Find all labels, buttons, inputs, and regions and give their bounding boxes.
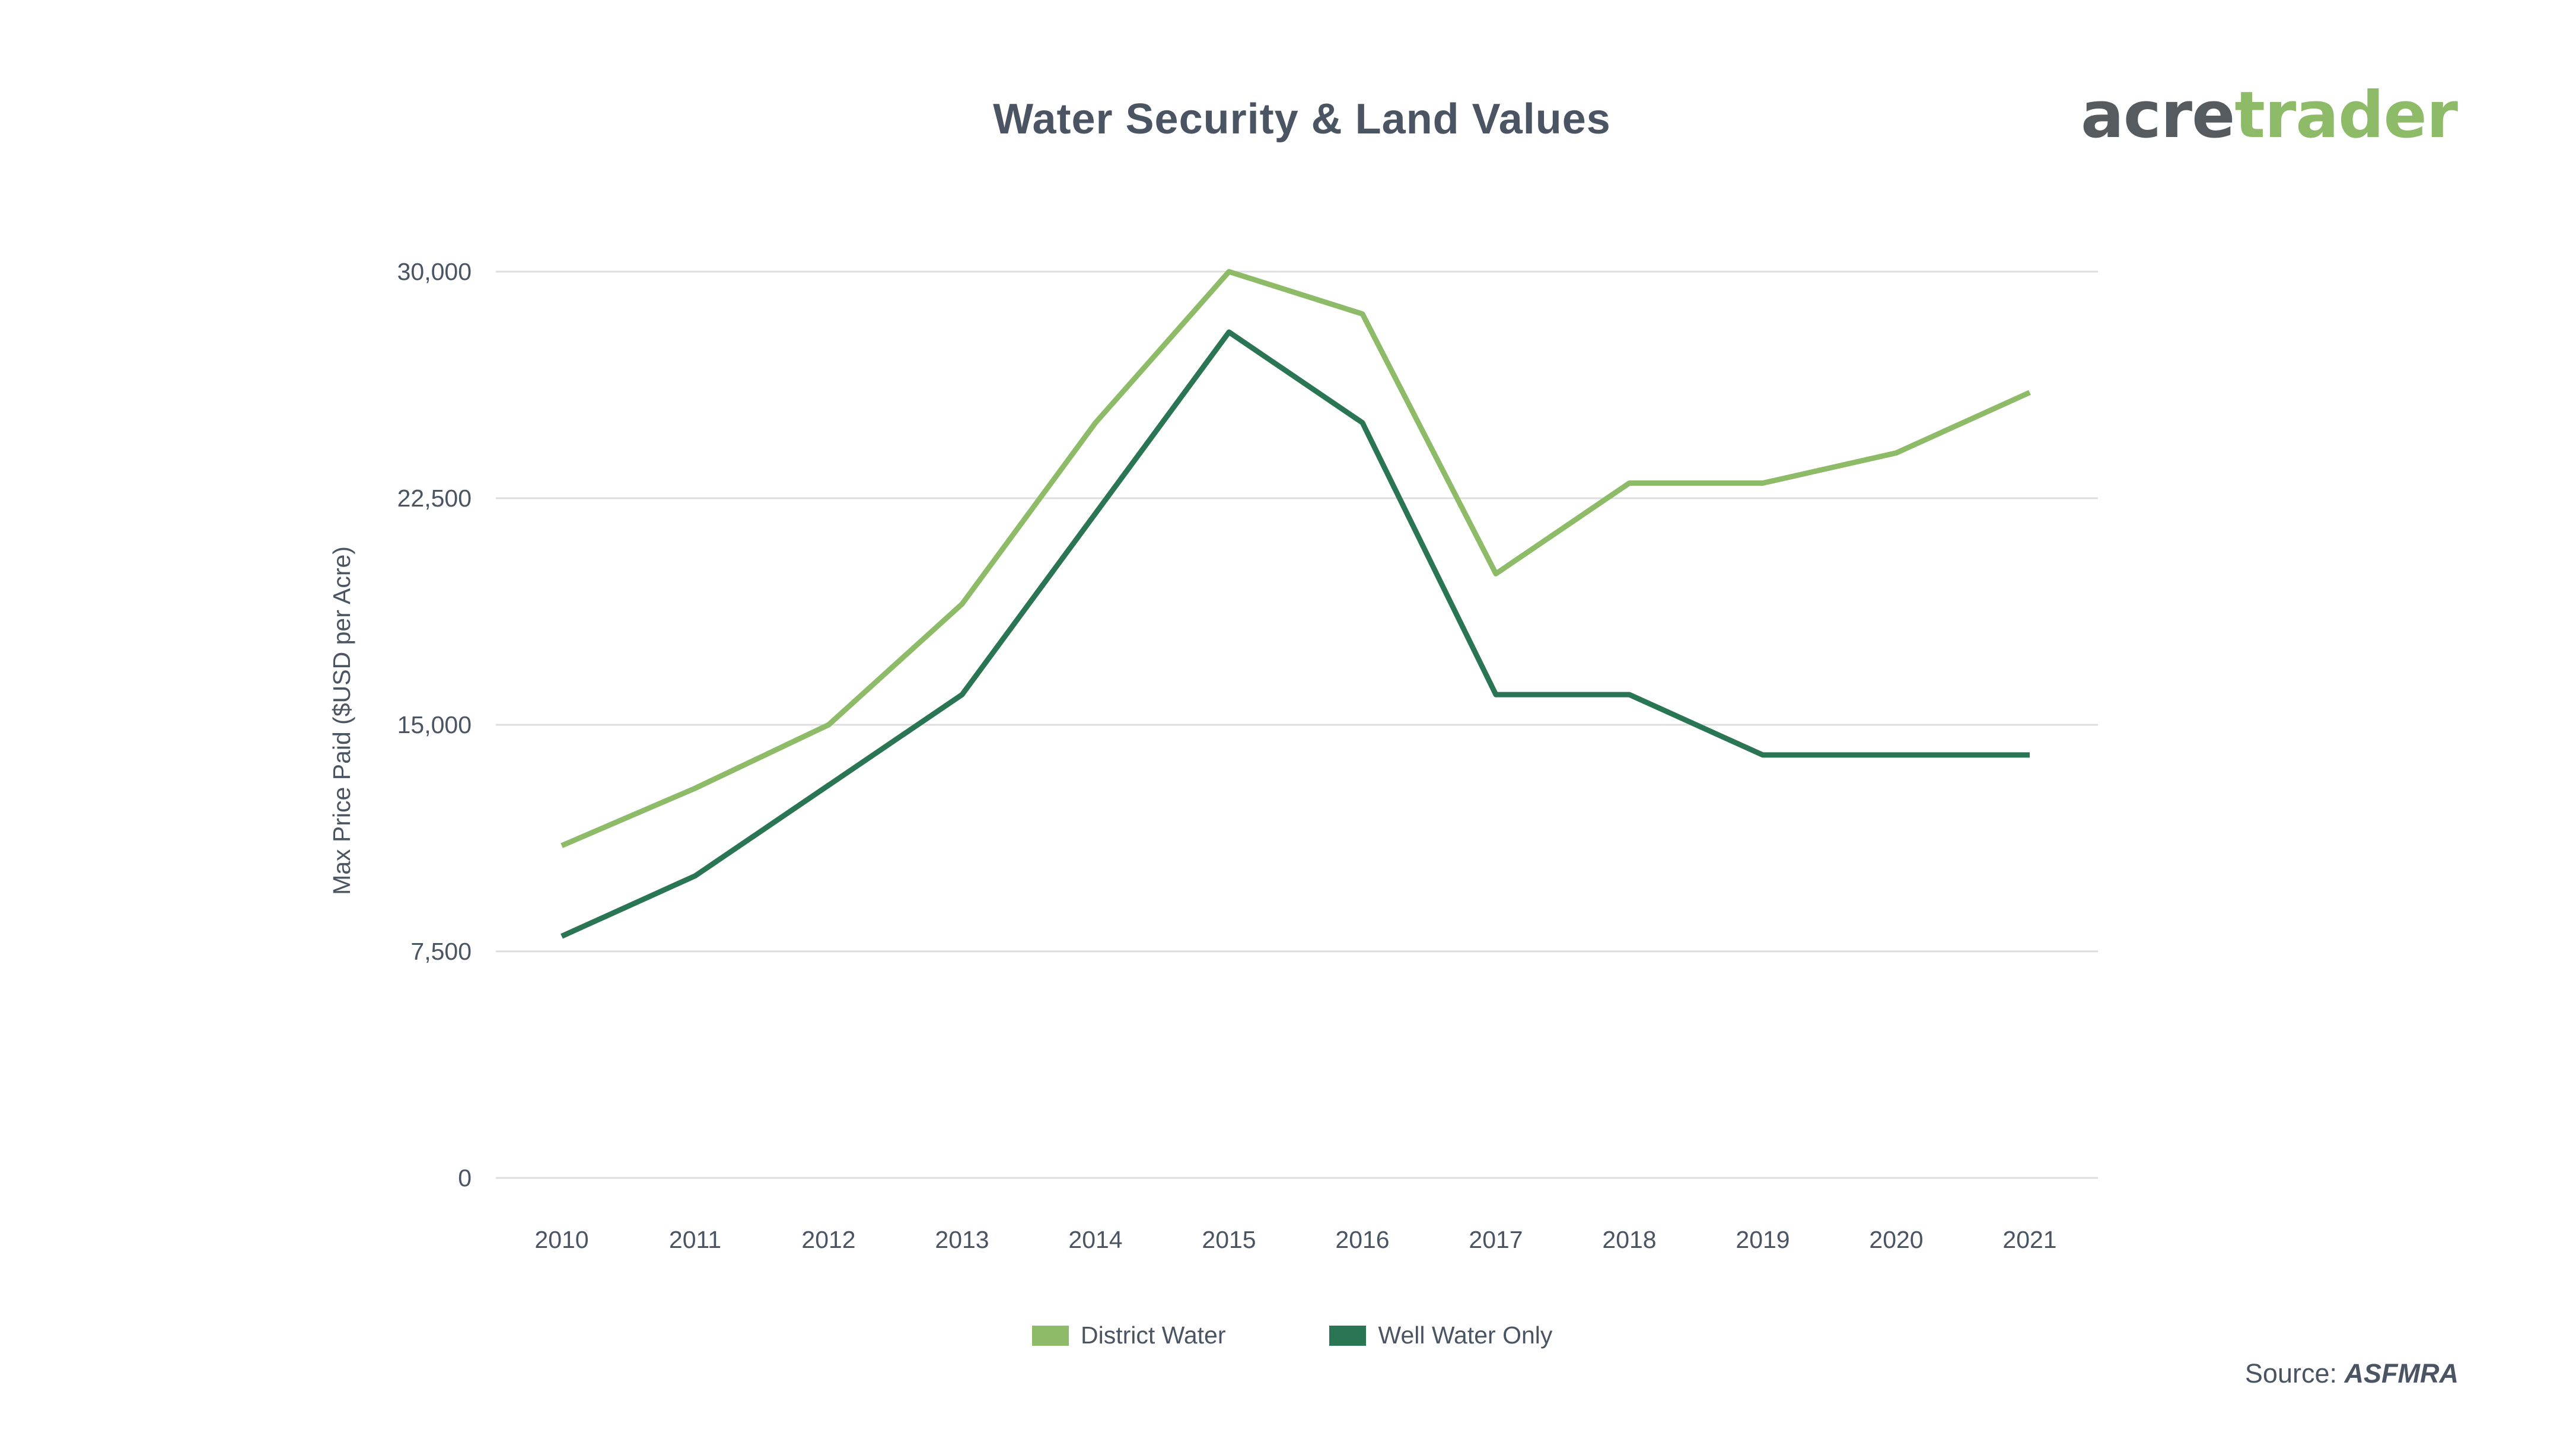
y-tick-label: 30,000	[397, 258, 472, 285]
series-line-well-water-only	[561, 329, 2030, 939]
x-tick-label: 2012	[801, 1226, 855, 1253]
x-tick-label: 2019	[1736, 1226, 1789, 1253]
x-tick-label: 2014	[1068, 1226, 1122, 1253]
legend-label-district-water: District Water	[1081, 1321, 1226, 1349]
y-tick-label: 7,500	[410, 938, 472, 965]
x-tick-label: 2011	[669, 1226, 721, 1253]
legend-swatch-district-water	[1032, 1325, 1069, 1346]
grid-lines	[496, 270, 2098, 1179]
x-tick-label: 2020	[1869, 1226, 1923, 1253]
source-note: Source: ASFMRA	[2245, 1358, 2459, 1389]
x-tick-label: 2010	[534, 1226, 588, 1253]
x-axis-ticks: 2010 2011 2012 2013 2014 2015 2016 2017 2018 2019…	[534, 1226, 2056, 1253]
y-axis-label: Max Price Paid ($USD per Acre)	[328, 546, 355, 895]
source-label: Source:	[2244, 1358, 2337, 1389]
x-tick-label: 2021	[2002, 1226, 2056, 1253]
legend-item-district-water: District Water	[1032, 1321, 1225, 1349]
x-tick-label: 2017	[1469, 1226, 1523, 1253]
y-tick-label: 15,000	[397, 711, 472, 738]
x-tick-label: 2015	[1202, 1226, 1256, 1253]
series-line-district-water	[561, 269, 2031, 848]
legend-item-well-water-only: Well Water Only	[1329, 1321, 1552, 1349]
y-tick-label: 22,500	[397, 485, 472, 512]
x-tick-label: 2018	[1602, 1226, 1656, 1253]
acretrader-logo: acretrader	[2080, 78, 2458, 152]
source-name: ASFMRA	[2344, 1358, 2459, 1389]
series-lines	[561, 269, 2031, 939]
logo-part-trader: trader	[2234, 78, 2458, 152]
legend-swatch-well-water-only	[1329, 1325, 1367, 1346]
x-tick-label: 2016	[1335, 1226, 1389, 1253]
y-tick-label: 0	[458, 1164, 472, 1192]
logo-part-acre: acre	[2080, 78, 2235, 152]
legend-label-well-water-only: Well Water Only	[1378, 1321, 1553, 1349]
x-tick-label: 2013	[935, 1226, 989, 1253]
chart-title: Water Security & Land Values	[993, 95, 1611, 143]
y-axis-ticks: 0 7,500 15,000 22,500 30,000	[397, 258, 472, 1192]
chart-legend: District Water Well Water Only	[1032, 1321, 1656, 1349]
